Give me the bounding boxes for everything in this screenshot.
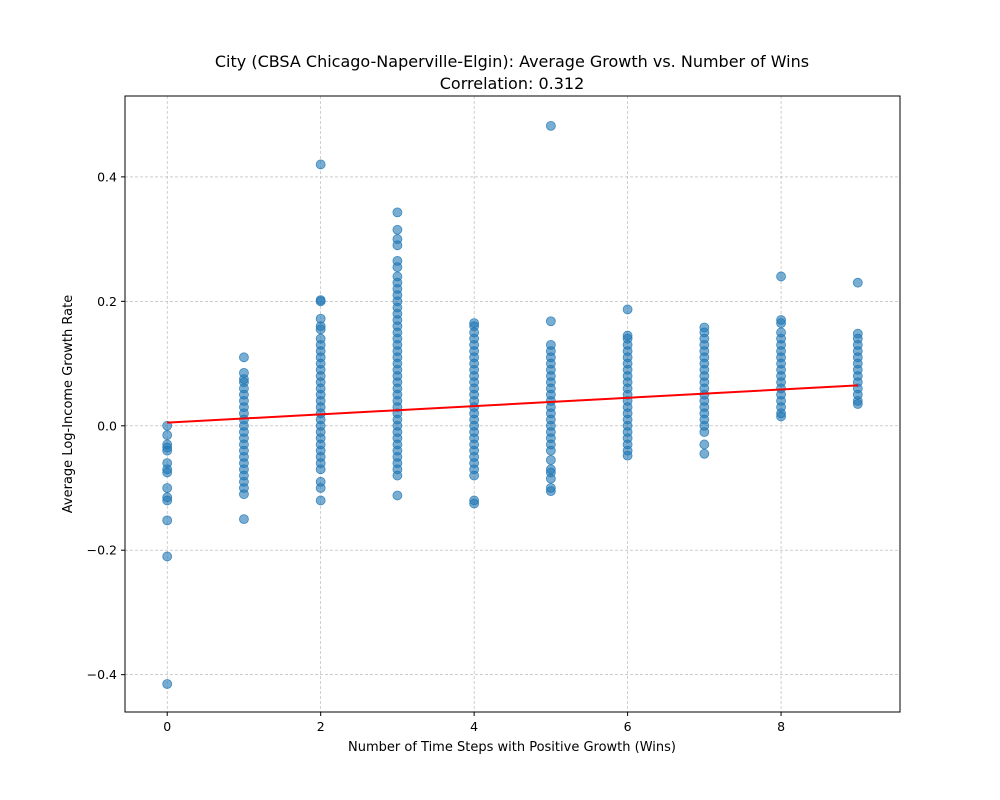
data-point [392, 262, 403, 273]
data-point [315, 296, 326, 307]
y-tick-label: −0.2 [87, 543, 117, 558]
chart-subtitle: Correlation: 0.312 [440, 74, 585, 93]
data-point [315, 495, 326, 506]
data-point [239, 352, 249, 363]
x-axis-ticks: 0 2 4 6 8 [163, 712, 785, 734]
data-point [315, 324, 326, 335]
data-point [622, 304, 633, 315]
data-point [852, 399, 863, 409]
data-point [392, 470, 403, 481]
data-point [315, 483, 326, 493]
data-point [162, 483, 173, 493]
data-point [315, 159, 326, 170]
x-tick-label: 8 [777, 719, 785, 734]
data-point [239, 489, 249, 500]
x-tick-label: 0 [163, 719, 171, 734]
data-point [776, 271, 786, 282]
y-axis-ticks: −0.4 −0.2 0.0 0.2 0.4 [87, 169, 125, 682]
x-tick-label: 6 [624, 719, 632, 734]
data-point [162, 445, 173, 456]
data-point [469, 498, 480, 509]
data-point [699, 439, 710, 450]
data-point [162, 679, 173, 689]
x-tick-label: 4 [470, 719, 478, 734]
data-point [545, 473, 556, 484]
data-point [776, 411, 786, 422]
chart-title: City (CBSA Chicago-Naperville-Elgin): Av… [215, 52, 809, 71]
y-tick-label: −0.4 [87, 667, 117, 682]
data-point [162, 551, 173, 562]
x-axis-label: Number of Time Steps with Positive Growt… [348, 740, 676, 755]
data-point [545, 445, 556, 456]
data-point [392, 207, 403, 218]
data-point [315, 464, 326, 475]
data-point [545, 316, 556, 327]
data-point [469, 470, 480, 481]
plot-frame [124, 95, 901, 713]
data-point [622, 450, 633, 461]
data-point [852, 277, 863, 288]
y-tick-label: 0.0 [97, 418, 117, 433]
data-point [162, 430, 173, 441]
data-point [699, 427, 710, 437]
data-point [545, 455, 556, 465]
data-point [545, 486, 556, 497]
y-tick-label: 0.2 [97, 294, 117, 309]
data-point [162, 495, 173, 506]
data-point [776, 318, 786, 329]
data-point [392, 240, 403, 251]
trend-line [167, 384, 858, 424]
data-point [162, 467, 173, 478]
y-tick-label: 0.4 [97, 169, 117, 184]
trend-line-group [167, 384, 858, 424]
data-point [239, 514, 249, 525]
data-point [162, 515, 173, 526]
data-point [545, 120, 556, 131]
y-axis-label: Average Log-Income Growth Rate [61, 295, 76, 513]
data-point [392, 490, 403, 501]
x-tick-label: 2 [317, 719, 325, 734]
data-point [699, 448, 710, 459]
data-point [392, 224, 403, 235]
